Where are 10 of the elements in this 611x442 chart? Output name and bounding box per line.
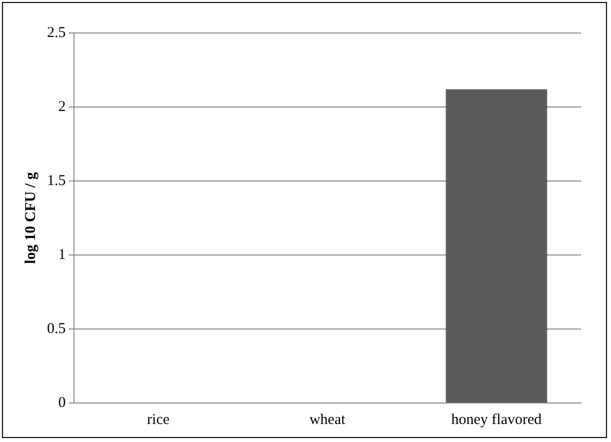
y-tick-label: 1 (58, 246, 66, 263)
y-tick-label: 1.5 (47, 172, 66, 189)
y-tick-label: 0 (58, 394, 66, 411)
x-tick-label: honey flavored (451, 412, 542, 428)
y-tick-label: 2.5 (47, 24, 66, 41)
y-tick-label: 0.5 (47, 320, 66, 337)
x-tick-label: rice (147, 412, 170, 428)
y-tick-label: 2 (58, 98, 66, 115)
x-tick-label: wheat (309, 412, 346, 428)
y-axis-title: log 10 CFU / g (22, 172, 39, 264)
